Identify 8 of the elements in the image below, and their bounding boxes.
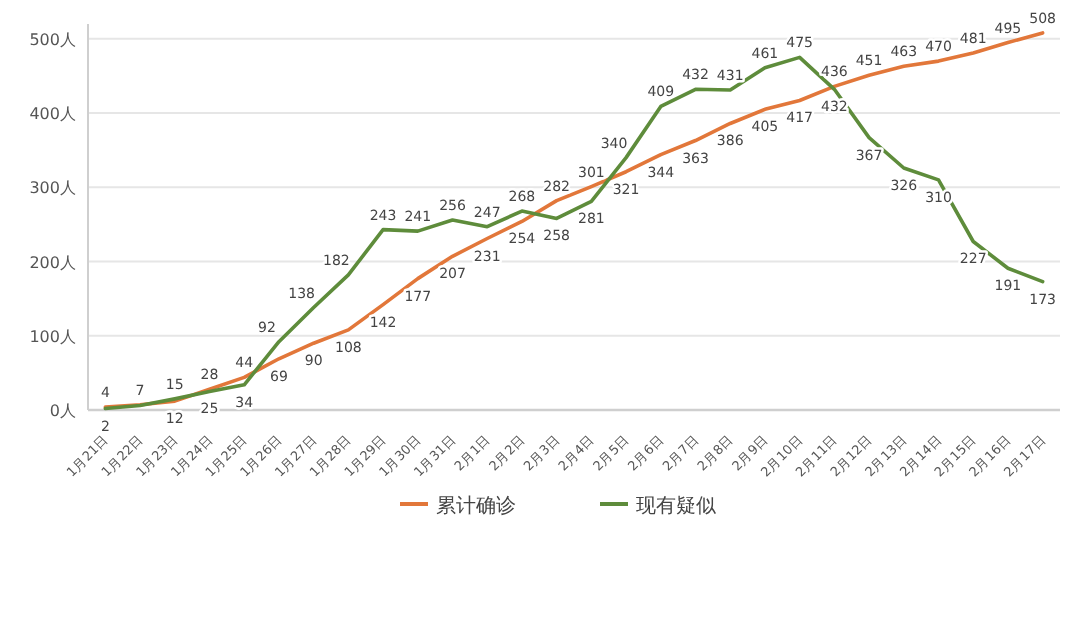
legend-label: 累计确诊 <box>436 494 516 518</box>
y-tick-label: 500人 <box>29 30 76 49</box>
y-tick-label: 200人 <box>29 253 76 272</box>
y-tick-label: 100人 <box>29 327 76 346</box>
legend-label: 现有疑似 <box>636 494 716 518</box>
y-tick-label: 400人 <box>29 105 76 124</box>
y-tick-label: 0人 <box>49 402 76 420</box>
y-tick-label: 300人 <box>29 179 76 198</box>
